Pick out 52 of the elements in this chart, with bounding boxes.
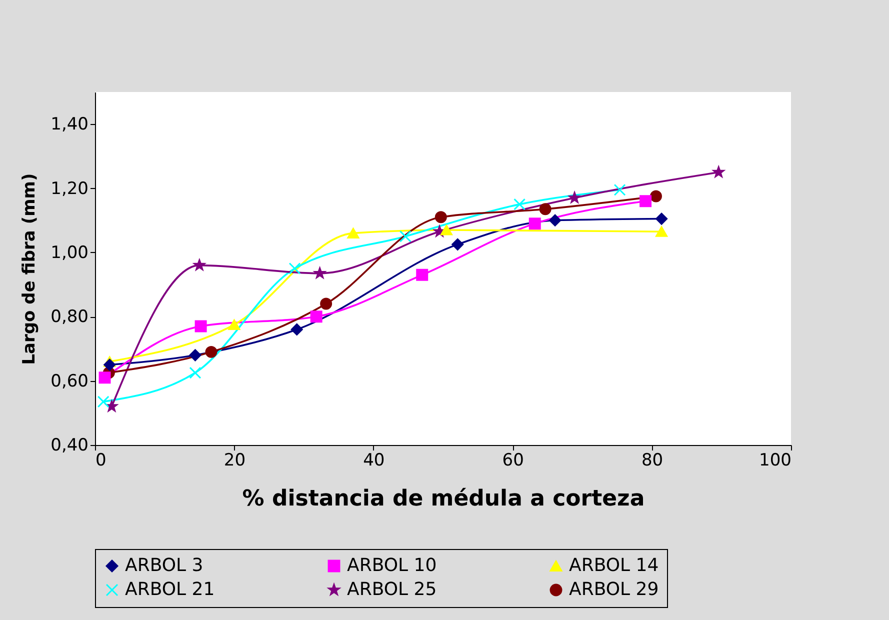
legend-label: ARBOL 21	[125, 579, 215, 600]
legend-label: ARBOL 25	[347, 579, 437, 600]
point	[568, 192, 580, 203]
point	[434, 211, 447, 224]
point	[205, 346, 218, 358]
point	[514, 198, 526, 210]
point	[528, 218, 541, 230]
legend-label: ARBOL 29	[569, 579, 659, 600]
x-tick-label: 0	[96, 450, 106, 470]
point	[650, 190, 662, 202]
point	[656, 226, 668, 237]
point	[712, 166, 724, 178]
x-tick-label: 100	[759, 450, 792, 470]
point	[640, 195, 652, 208]
point	[106, 400, 118, 412]
point	[416, 268, 428, 281]
point	[310, 310, 322, 323]
point	[549, 214, 562, 226]
y-tick-label: 1,40	[50, 114, 88, 135]
legend-label: ARBOL 3	[125, 555, 204, 576]
point	[194, 259, 206, 270]
point	[189, 366, 202, 379]
x-tick-label: 80	[641, 450, 664, 470]
point	[347, 228, 360, 238]
y-tick-label: 1,20	[50, 178, 88, 199]
x-tick-label: 60	[502, 450, 524, 470]
x-tick-label: 20	[224, 450, 246, 470]
point	[189, 349, 202, 362]
point	[614, 184, 626, 196]
point	[320, 298, 332, 310]
point	[288, 262, 301, 274]
point	[98, 372, 111, 384]
x-tick-label: 40	[363, 450, 385, 470]
legend-label: ARBOL 10	[347, 555, 437, 576]
point	[290, 323, 303, 336]
legend-label: ARBOL 14	[569, 555, 659, 576]
y-axis-title: Largo de fibra (mm)	[20, 173, 40, 365]
x-axis-title: % distancia de médula a corteza	[242, 486, 645, 512]
point	[399, 230, 412, 242]
y-tick-label: 1,00	[50, 242, 88, 263]
point	[452, 238, 464, 250]
y-tick-label: 0,80	[50, 307, 88, 328]
point	[104, 358, 116, 371]
point	[97, 396, 110, 408]
point	[656, 212, 668, 225]
point	[314, 267, 326, 278]
point	[440, 224, 452, 236]
point	[228, 319, 240, 330]
point	[539, 203, 552, 216]
y-tick-label: 0,60	[50, 371, 88, 392]
y-tick-label: 0,40	[50, 436, 88, 456]
point	[194, 320, 207, 332]
